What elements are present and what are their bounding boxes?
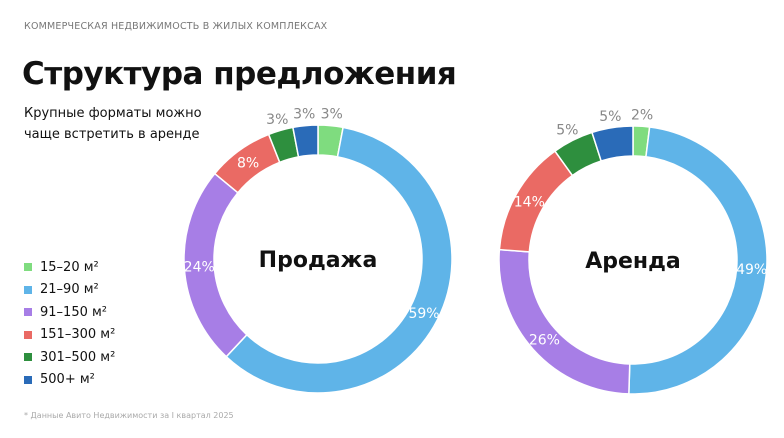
subtitle: Крупные форматы можно чаще встретить в а… xyxy=(24,106,202,142)
legend-item: 91–150 м² xyxy=(24,301,115,324)
legend-swatch xyxy=(24,330,32,339)
data-label: 5% xyxy=(556,123,578,139)
donut-slice xyxy=(628,126,768,395)
legend-swatch xyxy=(24,375,32,384)
legend-swatch xyxy=(24,308,32,317)
data-label: 3% xyxy=(293,107,315,123)
chart-title: Аренда xyxy=(585,249,681,274)
donut-slice xyxy=(292,124,319,158)
legend-swatch xyxy=(24,263,32,272)
data-label: 3% xyxy=(321,107,343,123)
chart-title: Продажа xyxy=(259,248,378,273)
data-label: 24% xyxy=(184,259,215,275)
kicker: КОММЕРЧЕСКАЯ НЕДВИЖИМОСТЬ В ЖИЛЫХ КОМПЛЕ… xyxy=(24,21,328,32)
data-label: 49% xyxy=(736,262,767,278)
legend-label: 500+ м² xyxy=(40,372,95,388)
data-label: 5% xyxy=(599,109,621,125)
data-label: 26% xyxy=(529,332,560,348)
page-title: Структура предложения xyxy=(22,56,457,92)
legend-swatch xyxy=(24,285,32,294)
data-label: 59% xyxy=(408,306,439,322)
donut-slice xyxy=(591,125,634,162)
legend-label: 15–20 м² xyxy=(40,259,99,275)
legend-label: 301–500 м² xyxy=(40,349,116,365)
data-label: 8% xyxy=(237,156,259,172)
legend: 15–20 м² 21–90 м² 91–150 м² 151–300 м² 3… xyxy=(24,256,115,391)
legend-item: 21–90 м² xyxy=(24,279,115,302)
legend-item: 151–300 м² xyxy=(24,324,115,347)
legend-swatch xyxy=(24,353,32,362)
data-label: 2% xyxy=(631,107,653,123)
legend-item: 500+ м² xyxy=(24,369,115,392)
data-label: 14% xyxy=(514,195,545,211)
data-label: 3% xyxy=(266,112,288,128)
legend-item: 15–20 м² xyxy=(24,256,115,279)
footnote: * Данные Авито Недвижимости за I квартал… xyxy=(24,411,234,420)
legend-label: 151–300 м² xyxy=(40,327,116,343)
donut-slice xyxy=(225,126,453,394)
legend-item: 301–500 м² xyxy=(24,346,115,369)
legend-label: 91–150 м² xyxy=(40,304,108,320)
legend-label: 21–90 м² xyxy=(40,282,99,298)
